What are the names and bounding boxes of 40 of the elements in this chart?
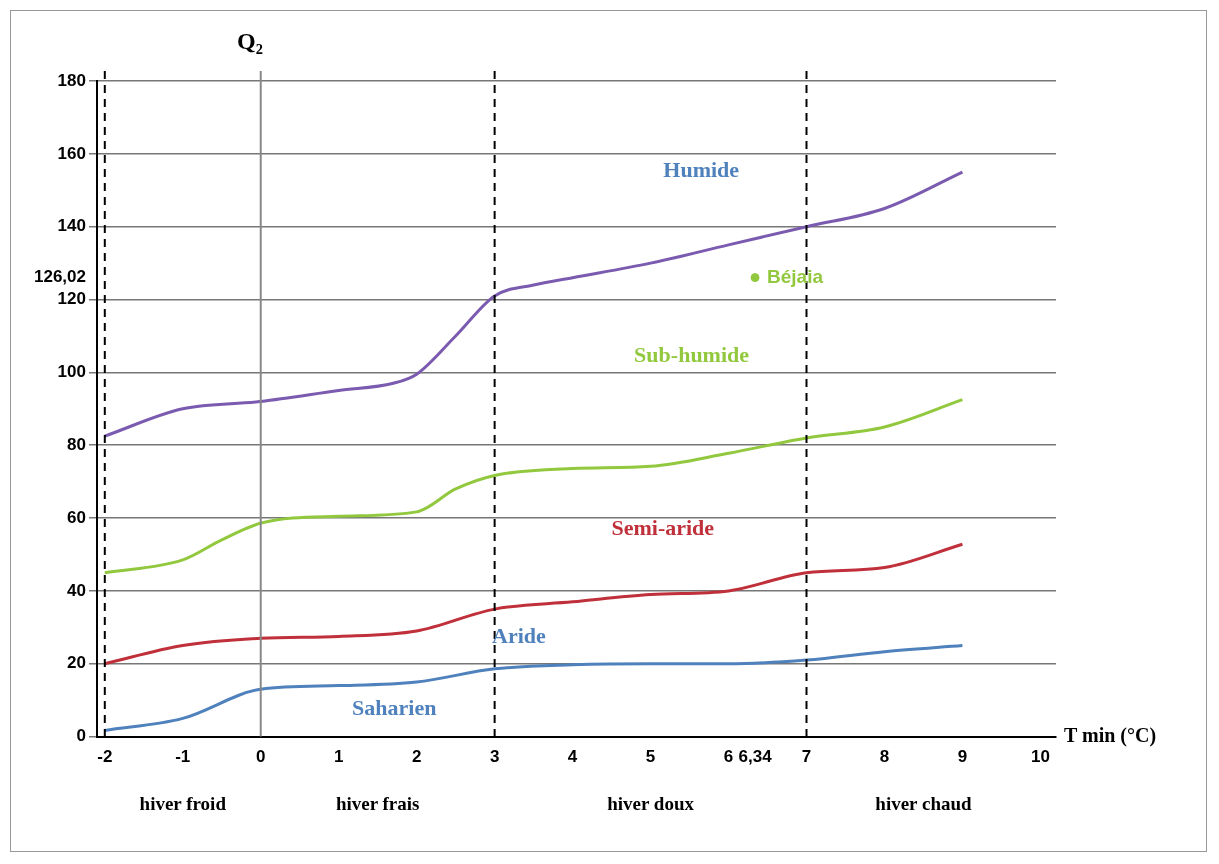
x-tick-label: 5 — [645, 747, 656, 767]
x-tick-label: 6 — [723, 747, 734, 767]
line-series — [103, 398, 964, 575]
x-tick-label: 9 — [957, 747, 968, 767]
line-series — [103, 542, 964, 666]
annotation: Humide — [663, 156, 740, 182]
x-tick-label: 7 — [801, 747, 812, 767]
x-tick-label: 4 — [567, 747, 578, 767]
x-tick-label: 10 — [1030, 747, 1050, 767]
x-tick-label: 6,34 — [738, 747, 773, 767]
y-tick-label: 100 — [57, 362, 86, 382]
annotation: Saharien — [352, 695, 437, 721]
y-tick-label: 40 — [67, 580, 86, 600]
x-tick-label: 8 — [879, 747, 890, 767]
x-tick-label: 2 — [411, 747, 422, 767]
annotation: Semi-aride — [611, 514, 715, 540]
y-tick-label: 126,02 — [34, 267, 86, 287]
y-tick-label: 140 — [57, 216, 86, 236]
y-tick-label: 120 — [57, 289, 86, 309]
x-tick-label: 1 — [333, 747, 344, 767]
x-axis-title: T min (°C) — [1064, 723, 1157, 747]
x-tick-label: -1 — [175, 747, 191, 767]
x-tick-label: -2 — [97, 747, 113, 767]
text: hiver doux — [607, 792, 695, 814]
y-tick-label: 160 — [57, 143, 86, 163]
x-tick-label: 0 — [255, 747, 266, 767]
y-axis-title: Q₂ — [237, 28, 263, 55]
text: hiver chaud — [875, 792, 973, 814]
y-tick-label: 180 — [57, 70, 86, 90]
annotation: Sub-humide — [634, 342, 750, 368]
y-tick-label: 0 — [76, 726, 86, 746]
annotation: Aride — [492, 622, 547, 648]
y-tick-label: 60 — [67, 507, 86, 527]
y-tick-label: 20 — [67, 653, 86, 673]
line-series — [103, 644, 964, 732]
x-tick-label: 3 — [489, 747, 500, 767]
series-label: Béjaia — [767, 265, 824, 287]
text: hiver frais — [335, 792, 420, 814]
y-tick-label: 80 — [67, 434, 86, 454]
text: hiver froid — [139, 792, 227, 814]
